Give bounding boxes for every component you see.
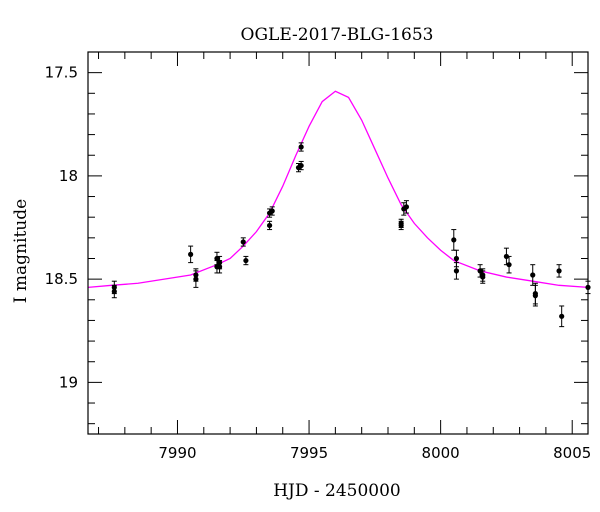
point-marker [193, 272, 199, 278]
data-point [269, 206, 275, 216]
point-marker [298, 162, 304, 169]
y-tick-label: 19 [59, 373, 78, 391]
data-point [111, 284, 117, 299]
data-point [188, 245, 194, 264]
data-point [298, 142, 304, 152]
point-marker [216, 260, 223, 266]
point-marker [269, 208, 275, 214]
data-point [477, 264, 483, 278]
point-marker [477, 268, 483, 274]
point-marker [453, 255, 460, 262]
point-marker [398, 220, 404, 226]
data-point [506, 255, 512, 274]
x-tick-label: 7995 [290, 444, 328, 462]
data-point [480, 270, 486, 284]
point-marker [111, 288, 117, 295]
y-tick-label: 18 [59, 167, 78, 185]
point-marker [503, 253, 510, 260]
point-marker [451, 237, 457, 243]
y-tick-label: 17.5 [45, 64, 78, 82]
point-marker [480, 274, 486, 280]
data-point [532, 284, 538, 307]
data-point [453, 262, 460, 280]
point-marker [403, 204, 410, 210]
point-marker [532, 293, 538, 299]
data-point [193, 268, 199, 282]
data-point [556, 264, 562, 278]
x-axis-label: HJD - 2450000 [273, 481, 401, 501]
data-points-layer [111, 142, 591, 328]
plot-frame [87, 51, 589, 435]
point-marker [298, 144, 304, 150]
x-tick-label: 8005 [553, 444, 591, 462]
data-point [243, 255, 249, 266]
data-point [266, 220, 273, 231]
y-tick-label: 18.5 [45, 270, 78, 288]
point-marker [453, 268, 460, 274]
data-point [240, 237, 246, 247]
y-axis-label: I magnitude [11, 199, 31, 303]
data-point [403, 200, 410, 214]
point-marker [266, 222, 273, 229]
point-marker [530, 272, 536, 278]
data-point [298, 160, 304, 171]
data-point [530, 264, 536, 286]
data-point [216, 255, 223, 270]
model-curve [87, 90, 589, 289]
point-marker [559, 313, 565, 319]
x-tick-label: 8000 [422, 444, 460, 462]
point-marker [240, 239, 246, 245]
data-point [559, 305, 565, 328]
point-marker [243, 257, 249, 264]
data-point [398, 218, 404, 229]
model-curve-layer [87, 90, 589, 289]
chart-title: OGLE-2017-BLG-1653 [241, 25, 434, 45]
data-point [451, 229, 457, 251]
point-marker [506, 262, 512, 268]
axis-ticks-layer: 7990 7995 8000 8005 17.5 18 18.5 19 [45, 51, 591, 462]
point-marker [556, 268, 562, 274]
point-marker [214, 255, 220, 262]
x-tick-label: 7990 [158, 444, 196, 462]
point-marker [188, 251, 194, 257]
